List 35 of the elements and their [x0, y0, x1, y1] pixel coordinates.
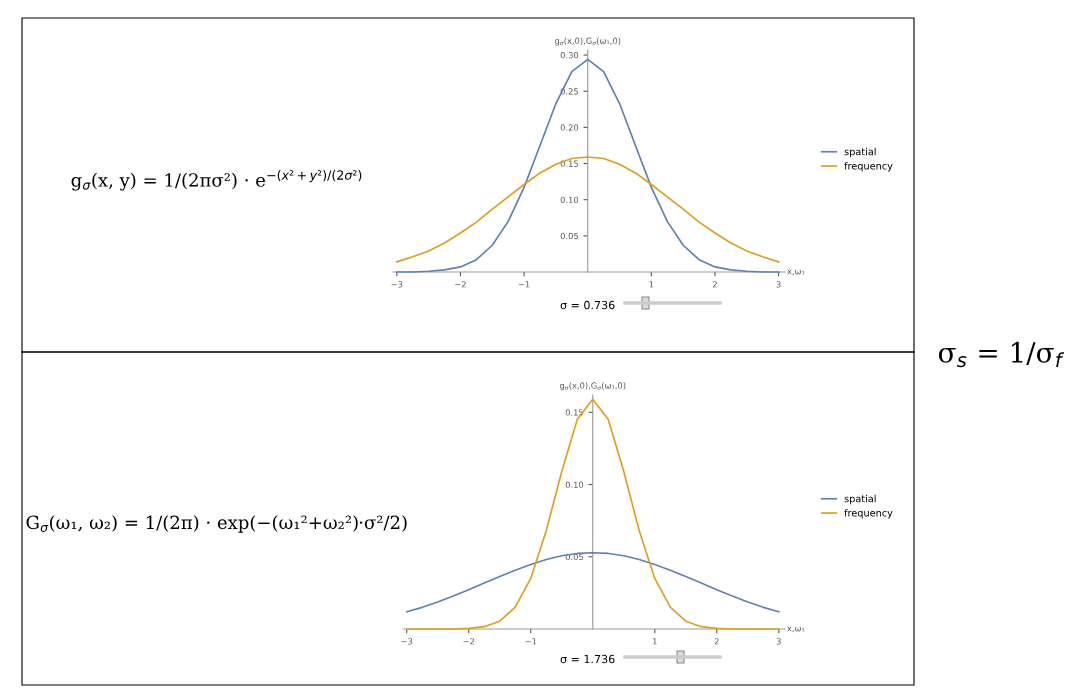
text: σ = 0.736: [560, 300, 615, 310]
y-tick-label: 0.20: [560, 124, 579, 131]
x-tick-label: 1: [649, 281, 654, 288]
y-tick-label: 0.10: [560, 196, 579, 203]
legend-label: spatial: [844, 494, 876, 505]
y-tick-label: 0.30: [560, 52, 579, 59]
y-axis-title: g$_{σ}$(x,0),G$_{σ}$(ω₁,0): [559, 382, 626, 391]
legend-label: frequency: [844, 509, 893, 519]
line-series: [405, 551, 780, 613]
x-tick-label: 1: [653, 638, 657, 645]
legend-label: frequency: [844, 162, 893, 172]
x-tick-label: 2: [712, 281, 717, 288]
annotation: G$_{σ}$(ω₁, ω₂) = 1/(2π) · exp(−(ω₁²+ω₂²)·σ²/2): [26, 515, 407, 533]
x-tick-label: −2: [455, 281, 466, 288]
line-series: [395, 58, 780, 273]
x-tick-label: 2: [714, 638, 719, 645]
x-tick-label: −1: [525, 638, 537, 645]
x-axis-title: x,ω₁: [787, 269, 805, 276]
y-tick-label: 0.05: [560, 232, 578, 240]
y-axis-title: g$_{σ}$(x,0),G$_{σ}$(ω₁,0): [554, 37, 621, 46]
x-tick-label: −3: [401, 638, 413, 645]
x-tick-label: 3: [776, 638, 781, 645]
x-tick-label: 3: [776, 281, 781, 288]
x-axis-title: x,ω₁: [787, 626, 805, 633]
text: σ = 1.736: [560, 654, 615, 664]
y-tick-label: 0.05: [565, 553, 583, 561]
x-tick-label: −2: [463, 638, 475, 645]
line-series: [405, 398, 780, 630]
legend-label: spatial: [844, 147, 876, 158]
text: g$_{σ}$(x, y) = 1/(2πσ²) · e$^{−(x²+y²)/(2σ²)}$: [71, 170, 362, 191]
x-tick-label: −3: [391, 281, 403, 288]
y-tick-label: 0.10: [565, 481, 584, 488]
x-tick-label: −1: [518, 281, 530, 288]
line-series: [395, 156, 780, 263]
text: σ$_{s}$ = 1/σ$_{f}$: [938, 341, 1065, 368]
